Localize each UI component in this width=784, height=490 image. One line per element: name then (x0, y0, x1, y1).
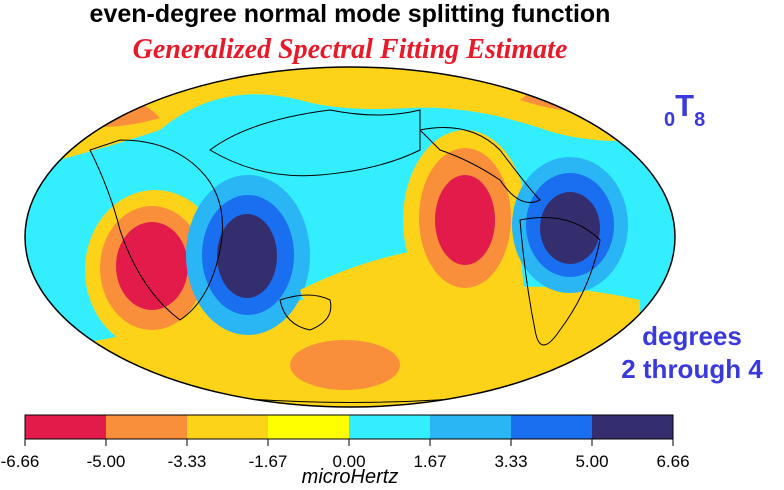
colorbar-segment (592, 415, 673, 439)
colorbar-tick-label: 3.33 (494, 452, 528, 471)
degree-range-line1: degrees (642, 321, 742, 351)
colorbar-ticks (24, 439, 674, 446)
colorbar-tick-label: -3.33 (167, 452, 207, 471)
globe-outline (24, 66, 676, 408)
south-orange-patch (290, 340, 400, 390)
colorbar-tick-label: -6.66 (0, 452, 40, 471)
colorbar-segment (511, 415, 592, 439)
colorbar (24, 414, 674, 446)
colorbar-unit-label: microHertz (301, 466, 399, 488)
colorbar-segment (430, 415, 511, 439)
colorbar-segment (268, 415, 349, 439)
australia-coastline (279, 294, 332, 331)
colorbar-segment (25, 415, 106, 439)
colorbar-tick-label: 5.00 (575, 452, 609, 471)
degree-range-line2: 2 through 4 (621, 354, 763, 384)
mode-degree-subscript: 8 (694, 109, 706, 131)
colorbar-tick-label: 0.00 (332, 452, 366, 471)
degree-range-label: degrees 2 through 4 (600, 320, 784, 386)
africa-red-zone (116, 222, 188, 310)
colorbar-segment (106, 415, 187, 439)
north-america-coastline (418, 127, 541, 203)
colorbar-segment (349, 415, 430, 439)
map-title: even-degree normal mode splitting functi… (89, 0, 611, 28)
mode-letter: T (675, 88, 695, 123)
splitting-map (25, 67, 675, 407)
mode-overtone-subscript: 0 (664, 109, 676, 131)
mode-label: 0T8 (664, 88, 705, 132)
colorbar-segment (187, 415, 268, 439)
colorbar-tick-label: -1.67 (248, 452, 288, 471)
pacific-red-zone (435, 175, 495, 265)
south-america-coastline (519, 217, 601, 346)
map-subtitle: Generalized Spectral Fitting Estimate (132, 34, 568, 65)
americas-dark-zone (540, 192, 600, 264)
africa-coastline (89, 139, 223, 321)
colorbar-tick-label: -5.00 (86, 452, 126, 471)
indonesia-dark-zone (217, 214, 277, 298)
colorbar-tick-label: 6.66 (656, 452, 690, 471)
colorbar-tick-label: 1.67 (413, 452, 447, 471)
